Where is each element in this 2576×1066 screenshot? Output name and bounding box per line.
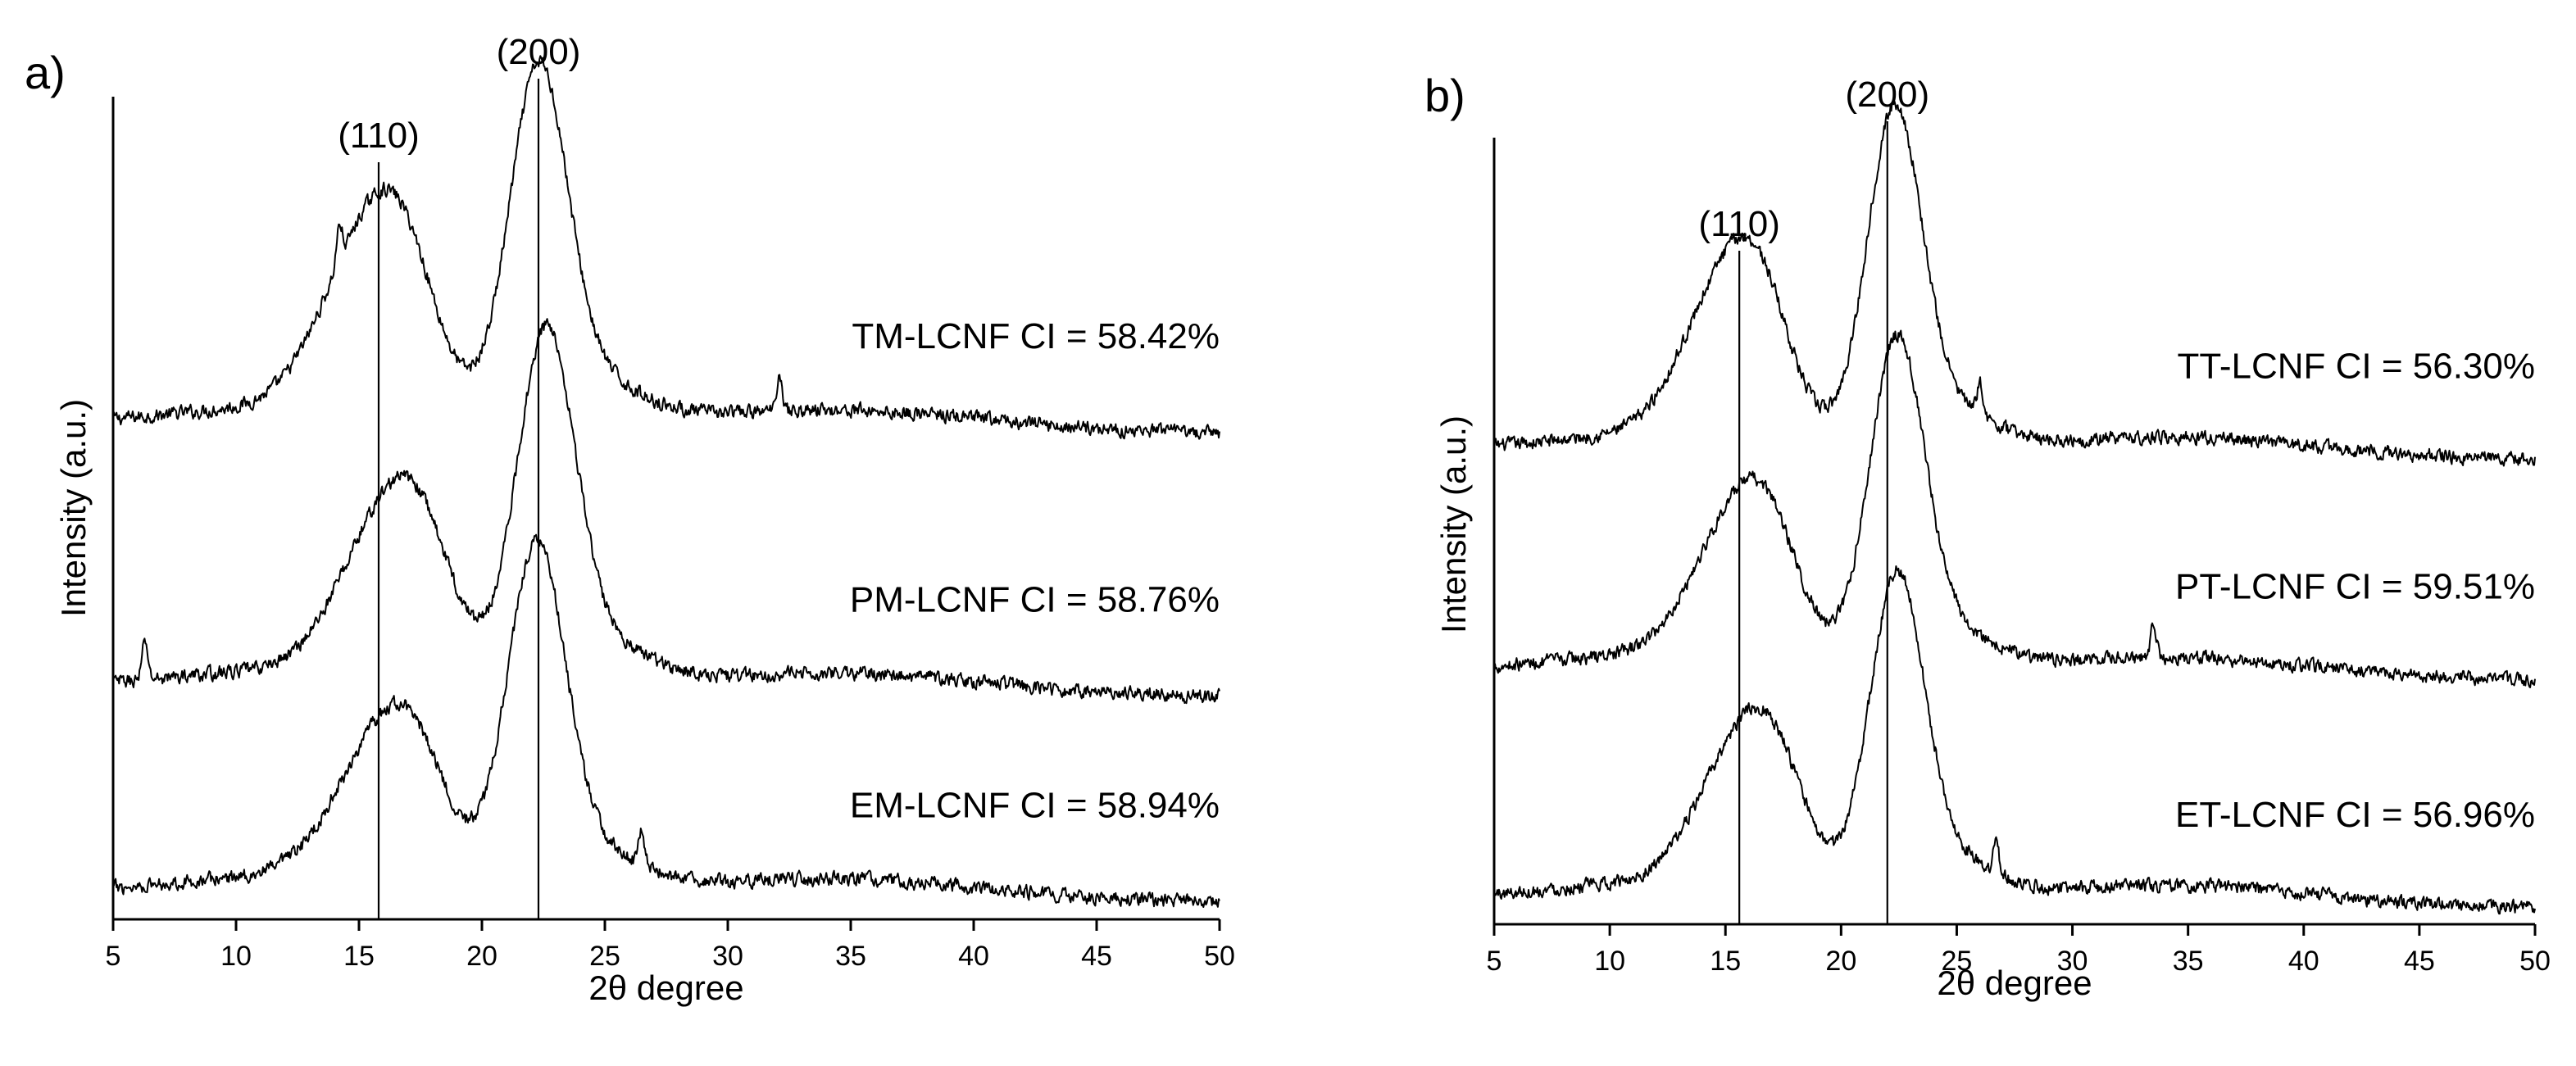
peak-marker-label: (110) [338,116,419,156]
x-tick-label: 45 [1081,941,1112,972]
x-tick-label: 30 [712,941,743,972]
y-axis-title: Intensity (a.u.) [1434,415,1473,633]
series-line-pm-lcnf [112,318,1220,705]
series-label-em-lcnf: EM-LCNF CI = 58.94% [850,786,1220,826]
x-tick-label: 25 [1942,946,1973,977]
series-label-tm-lcnf: TM-LCNF CI = 58.42% [852,316,1220,356]
x-tick-label: 25 [589,941,620,972]
panel-label: a) [25,47,66,98]
x-tick-label: 15 [343,941,375,972]
series-line-tm-lcnf [112,55,1220,440]
x-tick-label: 50 [1204,941,1235,972]
series-line-tt-lcnf [1493,100,2536,467]
x-tick-label: 35 [2173,946,2204,977]
x-tick-label: 5 [106,941,121,972]
x-tick-label: 20 [1825,946,1856,977]
x-tick-label: 5 [1487,946,1502,977]
x-tick-label: 15 [1710,946,1741,977]
peak-marker-label: (200) [1845,75,1929,115]
x-axis-title: 2θ degree [588,968,743,1007]
y-axis-title: Intensity (a.u.) [54,399,93,617]
x-tick-label: 10 [220,941,252,972]
x-tick-label: 40 [958,941,989,972]
series-line-pt-lcnf [1494,329,2536,688]
x-tick-label: 35 [835,941,866,972]
series-label-tt-lcnf: TT-LCNF CI = 56.30% [2178,347,2535,387]
panel-a-chart: 5 10 15 20 25 30 35 40 45 50 2θ degree Intensity (a… [25,32,1235,1007]
x-tick-label: 20 [466,941,497,972]
panel-b-chart: 5 10 15 20 25 30 35 40 45 50 2θ degree Intensity (a… [1424,70,2551,1002]
x-tick-label: 45 [2404,946,2435,977]
x-tick-label: 50 [2519,946,2551,977]
panel-label: b) [1424,70,1465,121]
series-line-et-lcnf [1493,565,2536,915]
x-tick-label: 10 [1594,946,1625,977]
series-label-pm-lcnf: PM-LCNF CI = 58.76% [850,580,1220,620]
series-label-pt-lcnf: PT-LCNF CI = 59.51% [2175,566,2535,606]
x-tick-label: 30 [2057,946,2088,977]
series-label-et-lcnf: ET-LCNF CI = 56.96% [2175,795,2535,835]
series-line-em-lcnf [112,533,1220,908]
x-axis-title: 2θ degree [1937,964,2092,1002]
x-tick-label: 40 [2288,946,2319,977]
